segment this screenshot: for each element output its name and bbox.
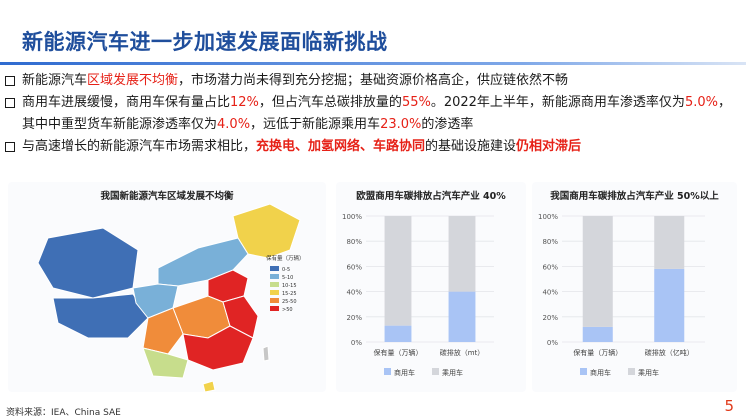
legend-label: 乘用车 [638,368,659,377]
legend-swatch [628,368,635,375]
bullet-2-value-2: 55% [401,95,431,110]
bullet-2-value-5: 23.0% [380,117,422,132]
bullet-list: 新能源汽车区域发展不均衡，市场潜力尚未得到充分挖掘；基础资源价格高企，供应链依然… [4,70,734,158]
map-panel: 我国新能源汽车区域发展不均衡 保有量（万辆） 0-5 5-10 10-15 15… [8,182,326,393]
y-tick-label: 40% [542,289,558,297]
bullet-2: 商用车进展缓慢，商用车保有量占比12%，但占汽车总碳排放量的55%。2022年上… [4,92,734,136]
bullet-3-highlight-2: 仍相对滞后 [516,139,582,154]
y-tick-label: 20% [346,314,362,322]
y-tick-label: 100% [342,213,362,221]
eu-emission-chart: 0% 20% 40% 60% 80% 100% 保有量（万辆） 碳排放（mt） 商用车 乘用车 [342,213,494,377]
square-bullet-icon [5,142,15,152]
legend-label: 乘用车 [442,368,463,377]
y-tick-label: 80% [346,238,362,246]
source-note: 资料来源：IEA、China SAE [6,408,121,418]
bullet-2-text-e: ，远低于新能源乘用车 [250,117,381,132]
region-taiwan [262,345,270,362]
legend-label-3: 15-25 [282,291,297,297]
legend-swatch-3 [270,290,279,295]
bar-segment [582,326,613,342]
bar-segment [448,216,476,292]
china-map: 保有量（万辆） 0-5 5-10 10-15 15-25 25-50 >50 [37,203,305,393]
chart-title: 我国商用车碳排放占汽车产业 50%以上 [550,191,719,202]
cn-emission-chart: 0% 20% 40% 60% 80% 100% 保有量（万辆） 碳排放（亿吨） 商用车 乘用车 [538,213,705,377]
bullet-1-highlight: 区域发展不均衡 [87,73,179,88]
legend-swatch-2 [270,282,279,287]
legend-swatch [384,368,391,375]
y-tick-label: 60% [542,263,558,271]
page-number: 5 [724,397,734,415]
legend-swatch-5 [270,306,279,311]
region-hainan [202,380,216,393]
slide-title: 新能源汽车进一步加速发展面临新挑战 [22,30,388,54]
legend-label-4: 25-50 [282,299,297,305]
y-tick-label: 60% [346,263,362,271]
eu-chart-panel: 欧盟商用车碳排放占汽车产业 40% 0% 20% 40% 60% 80% 100% 保有量（… [336,182,526,392]
bar-segment [384,325,412,342]
y-tick-label: 20% [542,314,558,322]
region-xinjiang [37,227,139,299]
bar-segment [448,291,476,342]
x-tick-label: 碳排放（亿吨） [645,348,694,357]
legend-swatch [580,368,587,375]
legend-label-2: 10-15 [282,283,297,289]
bullet-3-text-b: 的基础设施建设 [425,139,517,154]
bullet-2-text-d: ，其中中重型货车新能源渗透率仅为 [22,95,731,132]
bullet-3: 与高速增长的新能源汽车市场需求相比，充换电、加氢网络、车路协同的基础设施建设仍相… [4,136,734,158]
bullet-2-value-3: 5.0% [684,95,718,110]
bullet-2-text-c: 。2022年上半年，新能源商用车渗透率仅为 [430,95,685,110]
region-east [222,295,259,339]
x-tick-label: 碳排放（mt） [440,348,485,357]
bullet-2-value-4: 4.0% [217,117,251,132]
x-tick-label: 保有量（万辆） [374,348,423,357]
bar-segment [654,216,685,269]
y-tick-label: 0% [547,339,558,347]
map-legend: 0-5 5-10 10-15 15-25 25-50 >50 [270,266,297,313]
x-tick-label: 保有量（万辆） [573,348,622,357]
bullet-2-text-a: 商用车进展缓慢，商用车保有量占比 [22,95,231,110]
bar-segment [384,216,412,326]
y-tick-label: 100% [538,213,558,221]
y-tick-label: 80% [542,238,558,246]
legend-swatch-0 [270,266,279,271]
legend-label: 商用车 [590,368,611,377]
legend-label-0: 0-5 [282,267,290,273]
legend-swatch [432,368,439,375]
bullet-3-text-a: 与高速增长的新能源汽车市场需求相比， [22,139,257,154]
map-title: 我国新能源汽车区域发展不均衡 [100,191,234,202]
y-tick-label: 0% [351,339,362,347]
legend-label: 商用车 [394,368,415,377]
region-sichuan [142,307,184,355]
y-tick-label: 40% [346,289,362,297]
bar-segment [654,268,685,342]
legend-swatch-1 [270,274,279,279]
bullet-1-text-b: ，市场潜力尚未得到充分挖掘；基础资源价格高企，供应链依然不畅 [178,73,569,88]
bar-segment [582,216,613,327]
bullet-3-highlight-1: 充换电、加氢网络、车路协同 [256,139,426,154]
bullet-2-text-b: ，但占汽车总碳排放量的 [258,95,402,110]
region-southwest [142,347,189,379]
legend-swatch-4 [270,298,279,303]
chart-title: 欧盟商用车碳排放占汽车产业 40% [356,191,506,202]
legend-label-5: >50 [282,307,293,313]
cn-chart-panel: 我国商用车碳排放占汽车产业 50%以上 0% 20% 40% 60% 80% 100% 保有… [532,182,737,392]
legend-title: 保有量（万辆） [266,254,305,262]
bullet-2-text-f: 的渗透率 [421,117,474,132]
bullet-2-value-1: 12% [230,95,259,110]
region-south [182,325,254,371]
legend-label-1: 5-10 [282,275,293,281]
square-bullet-icon [5,76,15,86]
bullet-1: 新能源汽车区域发展不均衡，市场潜力尚未得到充分挖掘；基础资源价格高企，供应链依然… [4,70,734,92]
region-tibet [52,293,149,339]
title-divider [0,62,746,65]
square-bullet-icon [5,98,15,108]
bullet-1-text-a: 新能源汽车 [22,73,88,88]
